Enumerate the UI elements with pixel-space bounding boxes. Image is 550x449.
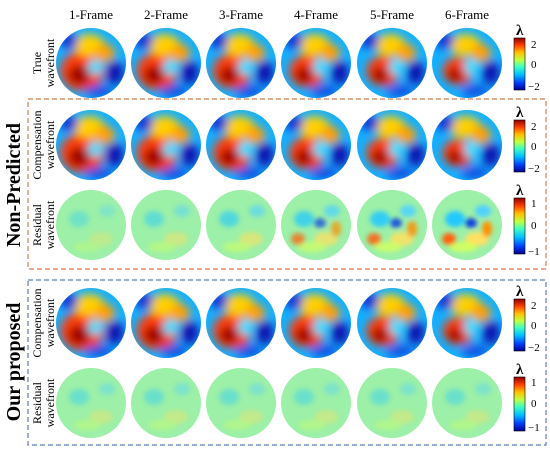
colorbar xyxy=(513,119,526,173)
colorbar-lambda-symbol: λ xyxy=(516,105,524,121)
colorbar-tick: 1 xyxy=(531,198,537,210)
column-title: 4-Frame xyxy=(294,7,338,22)
non-predicted-group-box xyxy=(27,98,547,270)
wavefront-disc xyxy=(206,28,276,98)
wavefront-disc xyxy=(206,368,276,438)
colorbar-tick: 1 xyxy=(531,377,537,389)
wavefront-disc xyxy=(281,288,351,358)
wavefront-disc xyxy=(56,288,126,358)
wavefront-disc xyxy=(281,368,351,438)
row-label-line1: Compensation xyxy=(30,110,44,179)
colorbar-tick: −2 xyxy=(528,81,540,93)
column-title: 3-Frame xyxy=(219,7,263,22)
wavefront-disc xyxy=(131,368,201,438)
wavefront-disc xyxy=(206,190,276,260)
wavefront-disc xyxy=(281,190,351,260)
wavefront-disc xyxy=(56,190,126,260)
colorbar-lambda-symbol: λ xyxy=(516,183,524,199)
non-predicted-label: Non-Predicted xyxy=(3,123,25,247)
our-proposed-label: Our proposed xyxy=(3,303,25,422)
colorbar-tick: 2 xyxy=(531,39,537,51)
wavefront-disc xyxy=(432,110,502,180)
colorbar-tick: −1 xyxy=(528,246,540,258)
colorbar-tick: 0 xyxy=(531,59,537,71)
colorbar-tick: 0 xyxy=(531,320,537,332)
row-label-line1: Residual xyxy=(30,381,44,424)
wavefront-disc xyxy=(131,110,201,180)
our-proposed-group-box xyxy=(27,279,547,446)
wavefront-disc xyxy=(131,28,201,98)
colorbar-lambda-symbol: λ xyxy=(516,284,524,300)
wavefront-disc xyxy=(131,190,201,260)
row-label-line1: Residual xyxy=(30,203,44,246)
wavefront-disc xyxy=(131,288,201,358)
row-label-line1: Compensation xyxy=(30,288,44,357)
column-title: 2-Frame xyxy=(144,7,188,22)
wavefront-disc xyxy=(357,368,427,438)
wavefront-disc xyxy=(357,288,427,358)
column-title: 5-Frame xyxy=(370,7,414,22)
row-label-line2: wavefront xyxy=(43,38,57,87)
wavefront-disc xyxy=(56,110,126,180)
row-label-line2: wavefront xyxy=(43,200,57,249)
column-title: 6-Frame xyxy=(445,7,489,22)
wavefront-disc xyxy=(206,288,276,358)
wavefront-disc xyxy=(56,368,126,438)
colorbar-tick: 2 xyxy=(531,300,537,312)
colorbar-lambda-symbol: λ xyxy=(516,23,524,39)
wavefront-disc xyxy=(281,110,351,180)
colorbar xyxy=(513,37,526,91)
wavefront-disc xyxy=(281,28,351,98)
row-label-line2: wavefront xyxy=(43,120,57,169)
column-title: 1-Frame xyxy=(69,7,113,22)
colorbar-tick: −2 xyxy=(528,342,540,354)
wavefront-disc xyxy=(357,110,427,180)
row-label-line1: True xyxy=(30,52,44,74)
wavefront-disc xyxy=(357,190,427,260)
row-label-line2: wavefront xyxy=(43,378,57,427)
colorbar-lambda-symbol: λ xyxy=(516,362,524,378)
wavefront-disc xyxy=(432,288,502,358)
colorbar xyxy=(513,197,526,255)
wavefront-disc xyxy=(56,28,126,98)
wavefront-disc xyxy=(432,28,502,98)
colorbar-tick: 2 xyxy=(531,121,537,133)
colorbar-tick: −2 xyxy=(528,163,540,175)
row-label-line2: wavefront xyxy=(43,298,57,347)
wavefront-disc xyxy=(206,110,276,180)
colorbar-tick: 0 xyxy=(531,141,537,153)
wavefront-disc xyxy=(357,28,427,98)
colorbar xyxy=(513,376,526,432)
wavefront-disc xyxy=(432,368,502,438)
colorbar xyxy=(513,298,526,352)
colorbar-tick: 0 xyxy=(531,398,537,410)
colorbar-tick: −1 xyxy=(528,422,540,434)
colorbar-tick: 0 xyxy=(531,220,537,232)
wavefront-disc xyxy=(432,190,502,260)
